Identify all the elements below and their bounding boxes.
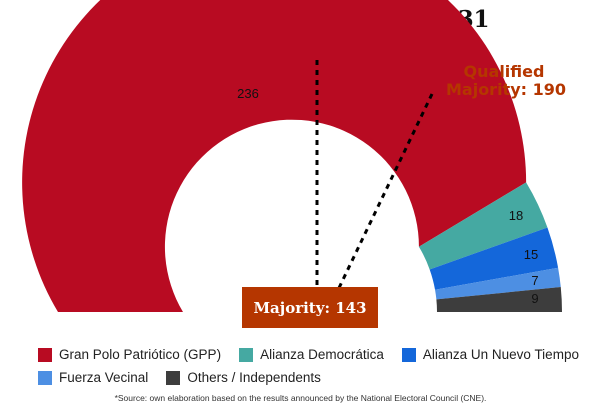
legend-row-1: Gran Polo Patriótico (GPP) Alianza Democ… <box>38 343 598 366</box>
legend-swatch <box>166 370 181 385</box>
seat-value-labels: 236 18 15 7 9 <box>237 86 538 306</box>
legend-label: Alianza Un Nuevo Tiempo <box>422 347 579 362</box>
seat-value-label-3: 7 <box>531 273 538 288</box>
legend-item-gpp: Gran Polo Patriótico (GPP) <box>38 347 221 362</box>
seat-value-label-0: 236 <box>237 86 259 101</box>
legend-row-2: Fuerza Vecinal Others / Independents <box>38 366 598 389</box>
seat-arc-4 <box>436 287 562 312</box>
majority-label: Majority: 143 <box>253 299 366 317</box>
seat-arc-2 <box>429 227 559 290</box>
legend-label: Gran Polo Patriótico (GPP) <box>59 347 222 362</box>
legend-swatch <box>401 347 416 362</box>
legend-label: Alianza Democrática <box>260 347 384 362</box>
legend-swatch <box>38 370 52 385</box>
seat-value-label-2: 15 <box>524 247 538 262</box>
qualified-majority-label-line2: Majority: 190 <box>446 80 566 99</box>
source-note: *Source: own elaboration based on the re… <box>114 393 487 403</box>
legend-swatch <box>38 347 52 362</box>
seat-value-label-4: 9 <box>531 291 538 306</box>
qualified-majority-line <box>336 93 434 291</box>
majority-label-box <box>242 287 378 328</box>
seat-value-label-1: 18 <box>509 208 523 223</box>
legend-label: Others / Independents <box>187 370 321 385</box>
seat-arcs <box>22 0 562 312</box>
parliament-chart: 236 18 15 7 9 Majority: 143 Qualified Majori… <box>22 0 566 328</box>
legend-item-nuevo-tiempo: Alianza Un Nuevo Tiempo <box>401 347 579 362</box>
seat-arc-3 <box>435 267 561 300</box>
legend-item-others: Others / Independents <box>166 370 321 385</box>
legend-item-alianza-democratica: Alianza Democrática <box>239 347 384 362</box>
legend: Gran Polo Patriótico (GPP) Alianza Democ… <box>38 343 598 389</box>
legend-swatch <box>239 347 254 362</box>
seat-arc-1 <box>418 182 548 270</box>
legend-item-fuerza-vecinal: Fuerza Vecinal <box>38 370 148 385</box>
qualified-majority-label-line1: Qualified <box>464 62 545 81</box>
legend-label: Fuerza Vecinal <box>59 370 149 385</box>
seat-arc-0 <box>22 0 527 312</box>
